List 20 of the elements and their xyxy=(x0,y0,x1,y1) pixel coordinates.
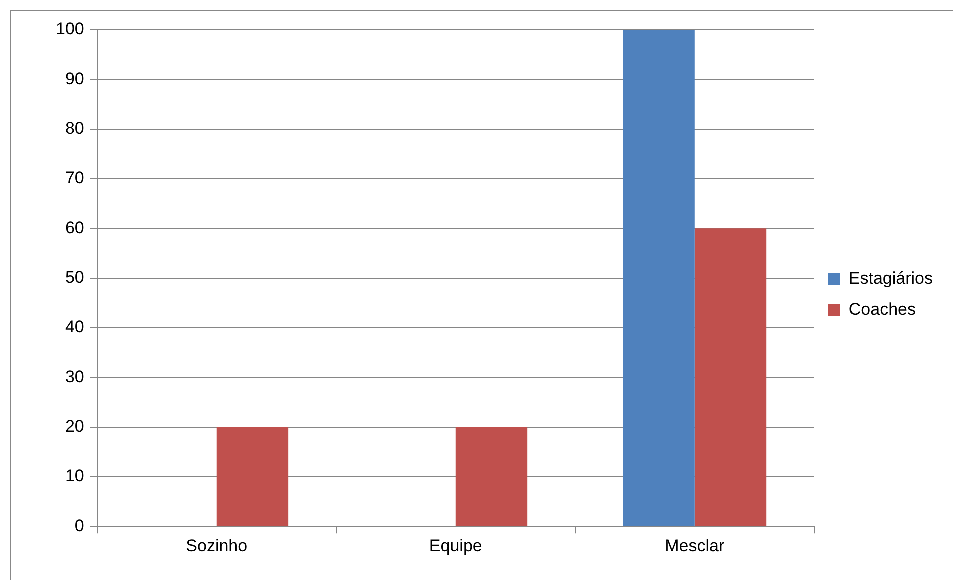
bar xyxy=(216,427,289,526)
bar xyxy=(456,427,528,526)
y-tick-label: 10 xyxy=(65,466,84,486)
x-tick-label: Sozinho xyxy=(186,536,248,556)
x-tick-label: Mesclar xyxy=(665,536,725,556)
x-tick-label: Equipe xyxy=(429,536,482,556)
bar xyxy=(694,228,767,526)
y-tick-label: 90 xyxy=(65,69,84,88)
bar xyxy=(623,30,695,526)
y-tick-label: 80 xyxy=(65,119,84,138)
y-tick-label: 60 xyxy=(65,218,84,238)
y-tick-label: 50 xyxy=(65,268,84,287)
legend-label: Estagiários xyxy=(848,269,934,288)
y-tick-label: 70 xyxy=(65,168,84,188)
y-tick-label: 0 xyxy=(74,516,84,536)
y-tick-label: 100 xyxy=(56,20,84,39)
legend-label: Coaches xyxy=(848,300,916,320)
y-tick-label: 40 xyxy=(65,318,84,337)
y-tick-label: 30 xyxy=(65,367,84,386)
y-tick-label: 20 xyxy=(65,416,84,436)
